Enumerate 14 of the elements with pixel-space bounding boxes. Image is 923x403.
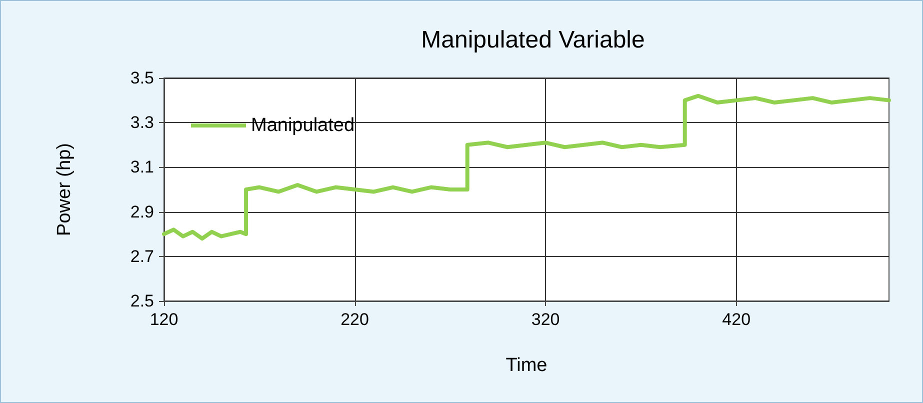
y-tick-label: 3.3 — [130, 113, 154, 132]
y-axis-title: Power (hp) — [54, 143, 75, 236]
y-tick-label: 2.5 — [130, 292, 154, 310]
y-tick-label: 2.9 — [130, 202, 154, 222]
chart-title: Manipulated Variable — [421, 26, 645, 54]
x-tick-label: 320 — [531, 310, 560, 329]
y-tick-label: 3.5 — [130, 68, 154, 88]
x-tick-label: 220 — [340, 310, 369, 329]
x-axis-title: Time — [506, 355, 548, 376]
x-tick-label: 420 — [722, 310, 751, 329]
x-tick-label: 120 — [150, 310, 178, 329]
y-tick-label: 2.7 — [130, 246, 154, 266]
line-series — [162, 94, 891, 241]
y-tick-label: 3.1 — [130, 158, 154, 177]
